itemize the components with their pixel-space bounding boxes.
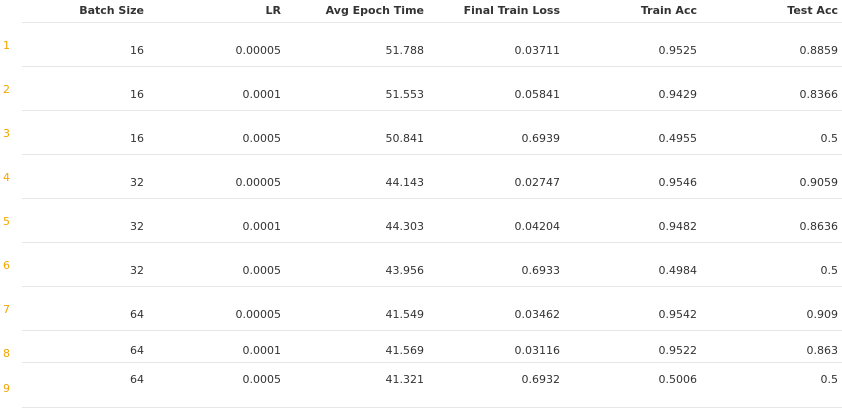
lr-cell: 0.00005: [235, 308, 282, 321]
avg-epoch-time-cell: 41.321: [385, 373, 425, 386]
final-train-loss-cell: 0.04204: [514, 220, 561, 233]
test-acc-cell: 0.8366: [799, 88, 839, 101]
train-acc-cell: 0.5006: [658, 373, 698, 386]
batch-size-cell: 64: [130, 308, 144, 321]
avg-epoch-time-cell: 41.569: [385, 344, 425, 357]
header-lr[interactable]: LR: [265, 4, 281, 17]
table-row[interactable]: 6 32 0.0005 43.956 0.6933 0.4984 0.5: [0, 242, 842, 286]
header-avg-epoch-time[interactable]: Avg Epoch Time: [325, 4, 424, 17]
batch-size-cell: 32: [130, 220, 144, 233]
row-divider: [22, 330, 842, 331]
header-batch-size[interactable]: Batch Size: [79, 4, 144, 17]
train-acc-cell: 0.4955: [658, 132, 698, 145]
final-train-loss-cell: 0.6933: [521, 264, 561, 277]
train-acc-cell: 0.9542: [658, 308, 698, 321]
final-train-loss-cell: 0.05841: [514, 88, 561, 101]
table-row[interactable]: 5 32 0.0001 44.303 0.04204 0.9482 0.8636: [0, 198, 842, 242]
train-acc-cell: 0.9525: [658, 44, 698, 57]
table-row[interactable]: 8 64 0.0001 41.569 0.03116 0.9522 0.863: [0, 330, 842, 362]
row-divider: [22, 362, 842, 363]
test-acc-cell: 0.5: [820, 373, 839, 386]
batch-size-cell: 64: [130, 373, 144, 386]
row-divider: [22, 286, 842, 287]
train-acc-cell: 0.4984: [658, 264, 698, 277]
test-acc-cell: 0.5: [820, 264, 839, 277]
table-row[interactable]: 3 16 0.0005 50.841 0.6939 0.4955 0.5: [0, 110, 842, 154]
final-train-loss-cell: 0.03116: [514, 344, 561, 357]
row-index: 6: [3, 259, 10, 272]
row-index: 1: [3, 39, 10, 52]
final-train-loss-cell: 0.03462: [514, 308, 561, 321]
test-acc-cell: 0.863: [806, 344, 839, 357]
row-index: 4: [3, 171, 10, 184]
header-test-acc[interactable]: Test Acc: [787, 4, 838, 17]
batch-size-cell: 32: [130, 176, 144, 189]
row-index: 5: [3, 215, 10, 228]
table-bottom-divider: [22, 407, 842, 408]
lr-cell: 0.0001: [242, 220, 282, 233]
train-acc-cell: 0.9546: [658, 176, 698, 189]
row-index: 7: [3, 303, 10, 316]
lr-cell: 0.0001: [242, 344, 282, 357]
batch-size-cell: 16: [130, 132, 144, 145]
final-train-loss-cell: 0.6932: [521, 373, 561, 386]
batch-size-cell: 64: [130, 344, 144, 357]
row-divider: [22, 110, 842, 111]
avg-epoch-time-cell: 44.143: [385, 176, 425, 189]
table-row[interactable]: 2 16 0.0001 51.553 0.05841 0.9429 0.8366: [0, 66, 842, 110]
test-acc-cell: 0.8636: [799, 220, 839, 233]
lr-cell: 0.0005: [242, 264, 282, 277]
final-train-loss-cell: 0.03711: [514, 44, 561, 57]
avg-epoch-time-cell: 43.956: [385, 264, 425, 277]
table-row[interactable]: 1 16 0.00005 51.788 0.03711 0.9525 0.8859: [0, 22, 842, 66]
row-index: 8: [3, 347, 10, 360]
final-train-loss-cell: 0.02747: [514, 176, 561, 189]
lr-cell: 0.0001: [242, 88, 282, 101]
avg-epoch-time-cell: 50.841: [385, 132, 425, 145]
avg-epoch-time-cell: 44.303: [385, 220, 425, 233]
train-acc-cell: 0.9482: [658, 220, 698, 233]
table-row[interactable]: 7 64 0.00005 41.549 0.03462 0.9542 0.909: [0, 286, 842, 330]
table-header: Batch Size LR Avg Epoch Time Final Train…: [0, 0, 842, 22]
row-divider: [22, 198, 842, 199]
test-acc-cell: 0.9059: [799, 176, 839, 189]
batch-size-cell: 32: [130, 264, 144, 277]
row-divider: [22, 66, 842, 67]
final-train-loss-cell: 0.6939: [521, 132, 561, 145]
batch-size-cell: 16: [130, 44, 144, 57]
row-divider: [22, 154, 842, 155]
row-index: 3: [3, 127, 10, 140]
train-acc-cell: 0.9429: [658, 88, 698, 101]
row-index: 9: [3, 382, 10, 395]
row-divider: [22, 242, 842, 243]
header-train-acc[interactable]: Train Acc: [640, 4, 697, 17]
lr-cell: 0.0005: [242, 132, 282, 145]
header-final-train-loss[interactable]: Final Train Loss: [463, 4, 560, 17]
avg-epoch-time-cell: 51.553: [385, 88, 425, 101]
train-acc-cell: 0.9522: [658, 344, 698, 357]
table-row[interactable]: 9 64 0.0005 41.321 0.6932 0.5006 0.5: [0, 362, 842, 408]
lr-cell: 0.0005: [242, 373, 282, 386]
test-acc-cell: 0.8859: [799, 44, 839, 57]
avg-epoch-time-cell: 51.788: [385, 44, 425, 57]
avg-epoch-time-cell: 41.549: [385, 308, 425, 321]
test-acc-cell: 0.909: [806, 308, 839, 321]
table-row[interactable]: 4 32 0.00005 44.143 0.02747 0.9546 0.9059: [0, 154, 842, 198]
row-divider: [22, 22, 842, 23]
batch-size-cell: 16: [130, 88, 144, 101]
row-index: 2: [3, 83, 10, 96]
test-acc-cell: 0.5: [820, 132, 839, 145]
lr-cell: 0.00005: [235, 176, 282, 189]
lr-cell: 0.00005: [235, 44, 282, 57]
